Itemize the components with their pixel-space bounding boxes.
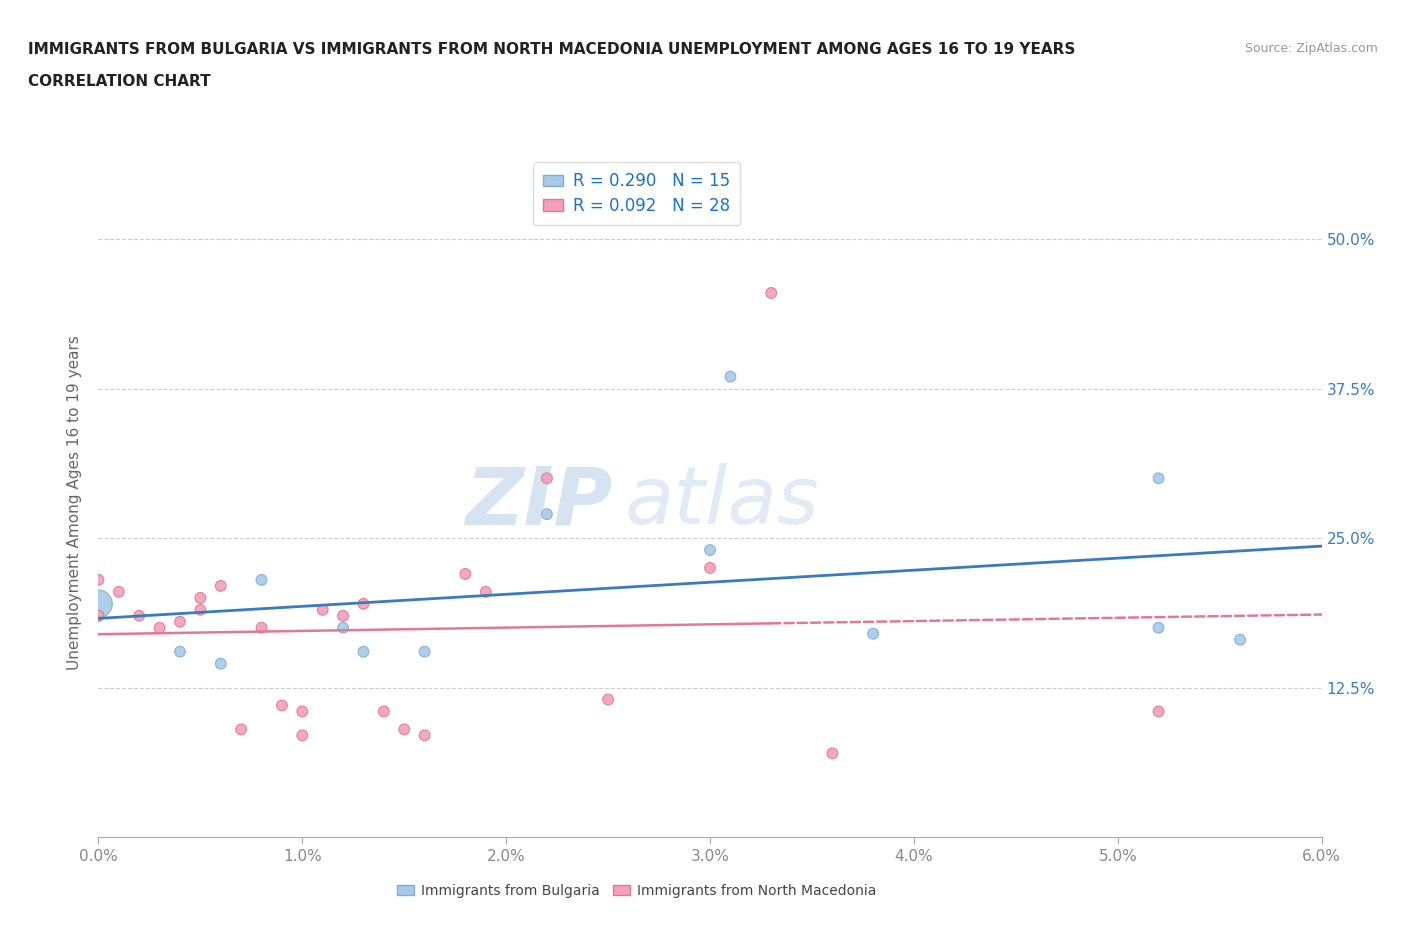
Point [108, 584, 131, 599]
Point [392, 722, 416, 737]
Point [291, 728, 314, 743]
Point [536, 507, 558, 522]
Point [188, 591, 212, 605]
Point [332, 608, 354, 623]
Point [821, 746, 844, 761]
Point [128, 608, 150, 623]
Point [250, 573, 273, 588]
Text: IMMIGRANTS FROM BULGARIA VS IMMIGRANTS FROM NORTH MACEDONIA UNEMPLOYMENT AMONG A: IMMIGRANTS FROM BULGARIA VS IMMIGRANTS F… [28, 42, 1076, 57]
Text: Source: ZipAtlas.com: Source: ZipAtlas.com [1244, 42, 1378, 55]
Point [169, 615, 191, 630]
Point [862, 626, 884, 641]
Point [598, 692, 620, 707]
Point [1147, 471, 1170, 485]
Point [413, 644, 436, 659]
Point [209, 578, 232, 593]
Point [718, 369, 742, 384]
Point [169, 644, 191, 659]
Point [413, 728, 436, 743]
Y-axis label: Unemployment Among Ages 16 to 19 years: Unemployment Among Ages 16 to 19 years [67, 335, 83, 670]
Point [352, 644, 374, 659]
Point [311, 603, 335, 618]
Text: CORRELATION CHART: CORRELATION CHART [28, 74, 211, 89]
Point [536, 471, 558, 485]
Point [188, 603, 212, 618]
Point [1147, 704, 1170, 719]
Point [209, 657, 232, 671]
Point [87, 608, 110, 623]
Text: atlas: atlas [624, 463, 820, 541]
Point [373, 704, 395, 719]
Point [250, 620, 273, 635]
Point [474, 584, 498, 599]
Point [231, 722, 253, 737]
Point [1147, 620, 1170, 635]
Point [699, 561, 721, 576]
Point [87, 573, 110, 588]
Point [352, 596, 374, 611]
Point [87, 608, 110, 623]
Legend: Immigrants from Bulgaria, Immigrants from North Macedonia: Immigrants from Bulgaria, Immigrants fro… [391, 879, 882, 904]
Point [270, 698, 292, 713]
Point [332, 620, 354, 635]
Point [699, 542, 721, 557]
Text: ZIP: ZIP [465, 463, 612, 541]
Point [87, 596, 110, 611]
Point [761, 286, 783, 300]
Point [149, 620, 172, 635]
Point [291, 704, 314, 719]
Point [1229, 632, 1251, 647]
Point [454, 566, 477, 581]
